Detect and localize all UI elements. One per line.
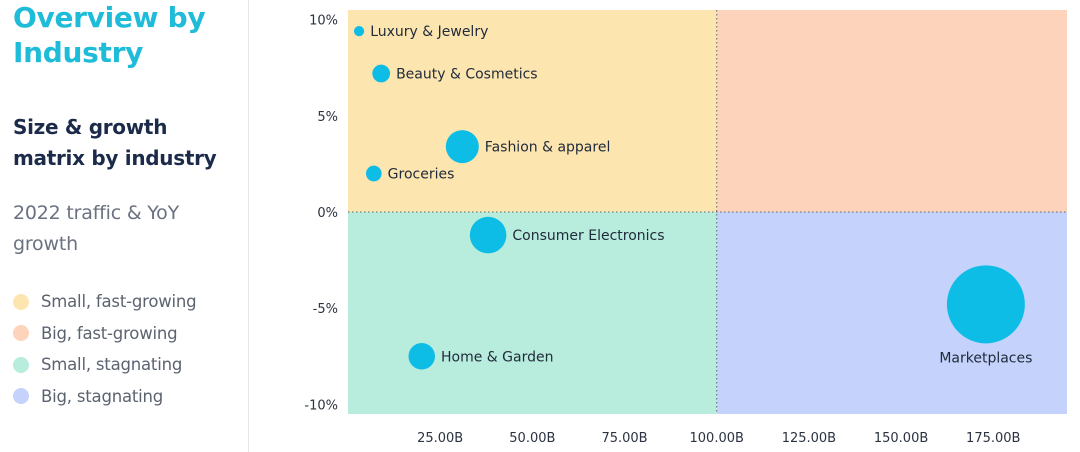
- bubble-label: Luxury & Jewelry: [370, 24, 488, 40]
- x-tick-label: 50.00B: [509, 431, 555, 446]
- quadrant-big-fast-growing: [716, 10, 1067, 212]
- bubble-label: Marketplaces: [939, 350, 1032, 366]
- bubble-label: Beauty & Cosmetics: [396, 66, 538, 82]
- bubble-point: [469, 216, 507, 254]
- legend-swatch-small-fast-growing: [13, 293, 29, 310]
- bubble-point: [365, 165, 382, 182]
- x-tick-label: 25.00B: [417, 431, 463, 446]
- size-growth-matrix-chart: 10% 5% 0% -5% -10% 25.00B 50.00B 75.00B 100.00B 1…: [304, 10, 1067, 446]
- quadrant-small-stagnating: [348, 212, 717, 414]
- legend-label: Small, stagnating: [41, 355, 183, 375]
- bubble-label: Groceries: [388, 167, 455, 183]
- x-tick-label: 75.00B: [601, 431, 647, 446]
- sidebar-panel: Overview by Industry Size & growth matri…: [0, 0, 249, 452]
- bubble-point: [946, 265, 1025, 344]
- legend-label: Big, stagnating: [41, 386, 164, 406]
- legend-swatch-big-fast-growing: [13, 325, 29, 342]
- chart-area: 10% 5% 0% -5% -10% 25.00B 50.00B 75.00B 100.00B 1…: [250, 0, 1080, 452]
- x-tick-label: 125.00B: [782, 431, 836, 446]
- legend-item-big-stagnating: Big, stagnating: [13, 381, 243, 413]
- page-title: Overview by Industry: [13, 1, 206, 69]
- x-tick-label: 150.00B: [874, 431, 928, 446]
- y-tick-label: 10%: [309, 14, 338, 29]
- y-tick-label: -10%: [304, 398, 338, 413]
- legend-item-big-fast-growing: Big, fast-growing: [13, 318, 243, 350]
- legend-label: Big, fast-growing: [41, 323, 178, 343]
- chart-subtitle: Size & growth matrix by industry: [13, 115, 217, 170]
- y-tick-label: 5%: [317, 110, 338, 125]
- bubble-point: [372, 64, 391, 83]
- bubble-label: Home & Garden: [441, 349, 553, 365]
- legend-item-small-stagnating: Small, stagnating: [13, 349, 243, 381]
- x-tick-label: 100.00B: [690, 431, 744, 446]
- bubble-point: [408, 343, 436, 370]
- y-tick-label: -5%: [313, 302, 338, 317]
- legend: Small, fast-growing Big, fast-growing Sm…: [13, 286, 243, 412]
- bubble-point: [445, 130, 479, 164]
- chart-caption: 2022 traffic & YoY growth: [13, 202, 180, 255]
- bubble-label: Consumer Electronics: [512, 228, 664, 244]
- legend-swatch-big-stagnating: [13, 388, 29, 405]
- y-tick-label: 0%: [317, 206, 338, 221]
- bubble-label: Fashion & apparel: [485, 140, 611, 156]
- quadrant-small-fast-growing: [348, 10, 717, 212]
- legend-label: Small, fast-growing: [41, 292, 197, 312]
- x-tick-label: 175.00B: [966, 431, 1020, 446]
- legend-swatch-small-stagnating: [13, 356, 29, 373]
- legend-item-small-fast-growing: Small, fast-growing: [13, 286, 243, 318]
- bubble-point: [353, 26, 365, 37]
